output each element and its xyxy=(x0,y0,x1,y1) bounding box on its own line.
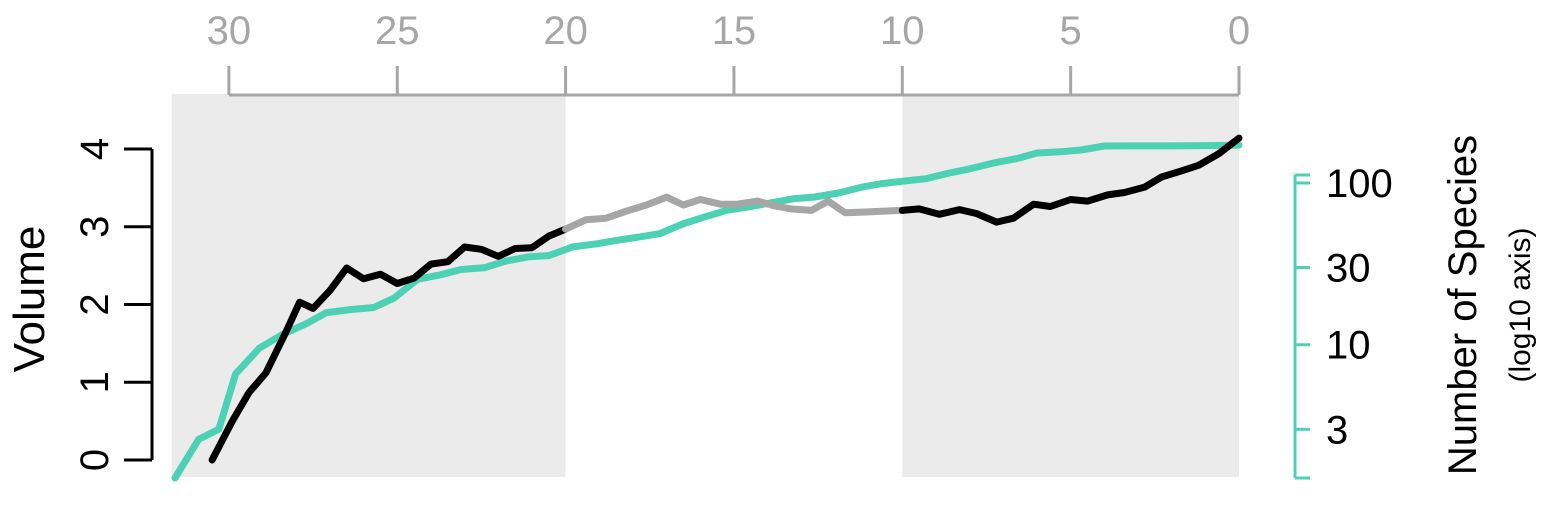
left-axis-title: Volume xyxy=(5,226,54,373)
right-axis: 3 10 30 100 xyxy=(1293,162,1393,480)
right-axis-tick-label: 100 xyxy=(1326,162,1393,206)
top-axis-tick-label: 10 xyxy=(880,9,925,53)
volume-line-3 xyxy=(562,193,906,233)
top-axis-tick-label: 20 xyxy=(543,9,588,53)
right-axis-tick-label: 3 xyxy=(1326,408,1348,452)
species-count-line-1 xyxy=(171,141,1243,482)
top-axis-tick-label: 30 xyxy=(207,9,252,53)
left-axis-tick-label: 2 xyxy=(73,293,117,315)
series-lines xyxy=(171,134,1243,482)
right-axis-tick-label: 10 xyxy=(1326,324,1371,368)
left-axis-tick-label: 0 xyxy=(73,449,117,471)
top-axis-tick-label: 0 xyxy=(1228,9,1250,53)
left-axis-tick-label: 1 xyxy=(73,371,117,393)
left-axis-tick-label: 3 xyxy=(73,216,117,238)
left-axis: 0 1 2 3 4 xyxy=(73,138,154,471)
volume-line-2 xyxy=(208,225,570,464)
top-axis-tick-label: 5 xyxy=(1060,9,1082,53)
top-axis-tick-label: 15 xyxy=(712,9,757,53)
right-axis-title: Number of Species xyxy=(1441,135,1485,475)
shaded-band-2 xyxy=(902,94,1239,477)
top-axis: 30 25 20 15 10 5 0 xyxy=(207,9,1250,97)
top-axis-tick-label: 25 xyxy=(375,9,420,53)
left-axis-tick-label: 4 xyxy=(73,138,117,160)
right-axis-subtitle: (log10 axis) xyxy=(1504,227,1537,382)
volume-line-4 xyxy=(898,134,1243,226)
right-axis-tick-label: 30 xyxy=(1326,247,1371,291)
